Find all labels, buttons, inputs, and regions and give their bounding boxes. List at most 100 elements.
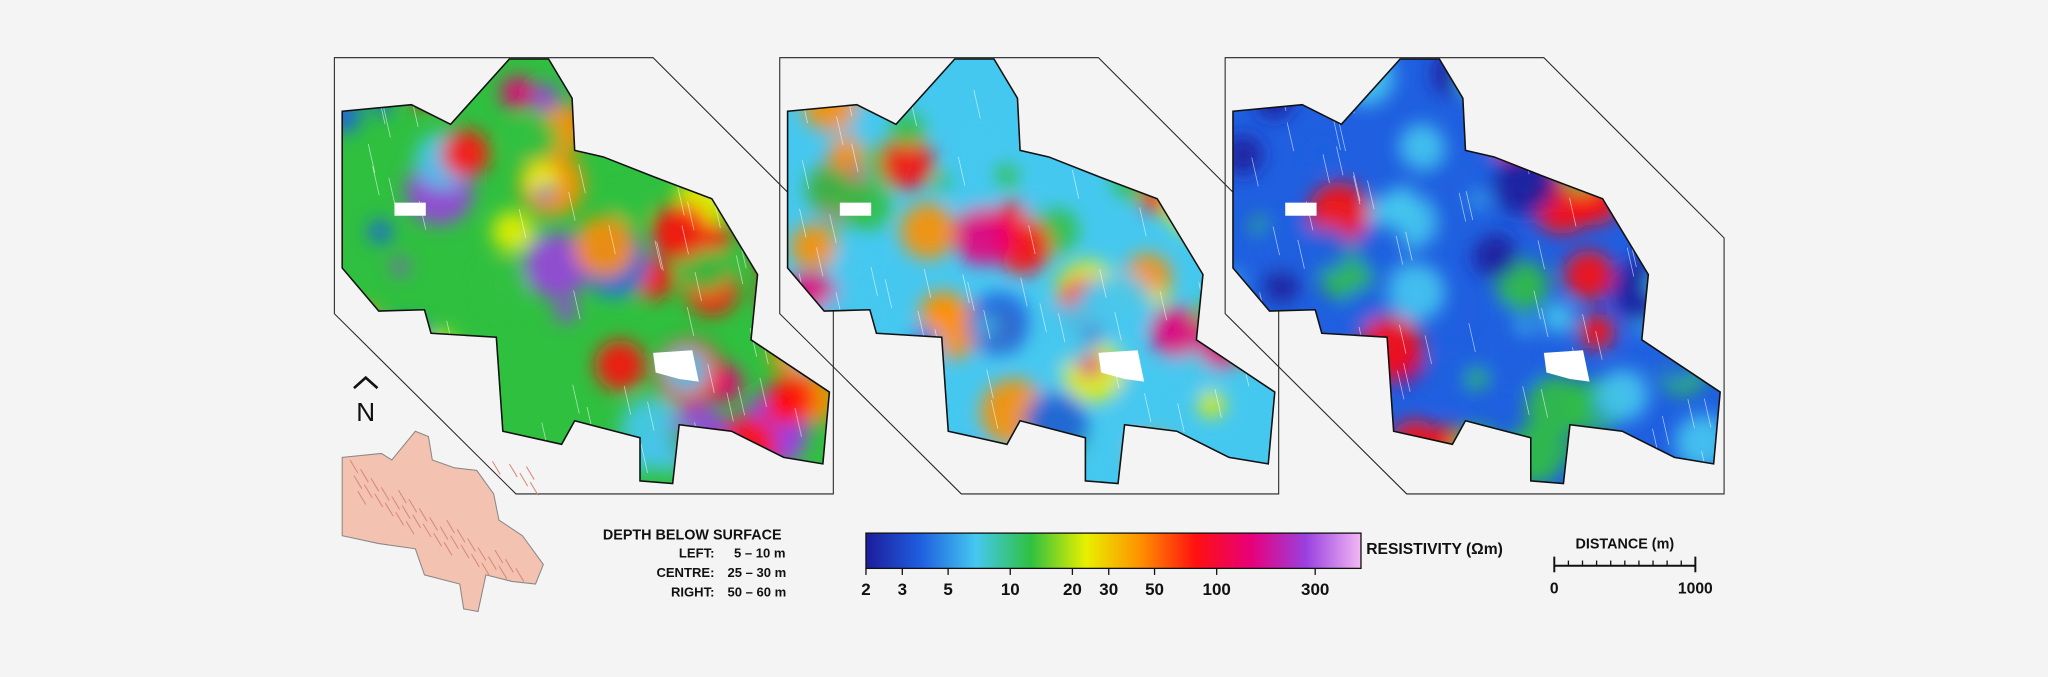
plan-line <box>471 553 480 568</box>
survey-line <box>1607 183 1616 213</box>
map-blob <box>1653 99 1682 128</box>
survey-line <box>469 403 477 433</box>
plan-line <box>446 519 455 534</box>
map-blob <box>578 97 605 125</box>
survey-line <box>709 446 718 475</box>
map-blob <box>669 427 694 453</box>
map-blob <box>1129 434 1175 481</box>
map-blob <box>481 260 529 309</box>
plan-line <box>505 558 514 573</box>
map-blob <box>950 174 987 211</box>
map-blob <box>1292 457 1314 479</box>
survey-line <box>1333 121 1341 151</box>
survey-line <box>471 412 479 442</box>
survey-line <box>1465 191 1474 221</box>
survey-line <box>870 266 878 296</box>
survey-line <box>1207 246 1215 275</box>
map-blob <box>1164 167 1232 236</box>
colorbar-tick-label: 3 <box>898 580 907 599</box>
survey-line <box>383 108 391 138</box>
survey-line <box>1272 226 1280 256</box>
map-panel <box>1224 57 1725 495</box>
map-blob <box>1305 370 1362 427</box>
map-blob <box>1398 123 1445 170</box>
plan-line <box>508 463 518 478</box>
plan-line <box>353 475 363 489</box>
plan-line <box>460 544 470 559</box>
map-blob <box>953 207 1011 265</box>
survey-line <box>1687 399 1695 429</box>
survey-line <box>1050 126 1059 156</box>
map-blob <box>1327 395 1365 433</box>
survey-line <box>1218 314 1226 344</box>
survey-line <box>1209 97 1218 127</box>
map-blob <box>1294 356 1327 389</box>
survey-line <box>794 407 802 437</box>
map-blob <box>1623 112 1678 167</box>
map-blob <box>976 316 995 335</box>
map-blob <box>441 129 490 178</box>
map-blob <box>1503 58 1541 78</box>
map-blob <box>706 167 724 185</box>
map-blob <box>1466 368 1488 390</box>
survey-line <box>623 386 632 415</box>
map-blob <box>1691 321 1721 361</box>
plan-line <box>477 547 487 561</box>
scale-bar: DISTANCE (m) 0 1000 <box>1550 537 1713 598</box>
plan-line <box>395 511 405 526</box>
survey-line <box>1522 386 1530 416</box>
map-blob <box>426 350 457 382</box>
depth-row-label: CENTRE: <box>656 565 714 580</box>
map-blob <box>1596 369 1649 422</box>
map-blob <box>1355 221 1408 275</box>
survey-line <box>730 118 738 148</box>
survey-line <box>1353 175 1361 205</box>
survey-line <box>1537 240 1545 270</box>
map-blob <box>1149 306 1201 358</box>
survey-line <box>1214 388 1222 418</box>
map-blob <box>1209 284 1234 309</box>
survey-line <box>726 392 734 422</box>
map-blob <box>770 64 805 100</box>
map-blob <box>1646 272 1671 297</box>
map-blob <box>392 258 409 275</box>
map-blob <box>1472 233 1518 279</box>
survey-line <box>734 198 743 228</box>
map-blob <box>936 444 991 484</box>
survey-line <box>1338 122 1346 152</box>
map-blob <box>1326 454 1347 476</box>
survey-line <box>584 124 593 154</box>
survey-line <box>1139 207 1147 237</box>
survey-line <box>1396 370 1405 400</box>
map-blob <box>1504 425 1565 484</box>
survey-line <box>1395 235 1404 265</box>
map-blob <box>740 188 765 212</box>
map-blob <box>1034 302 1097 366</box>
survey-line <box>1249 330 1257 360</box>
map-blob <box>1309 140 1333 164</box>
map-blob <box>1690 225 1721 261</box>
map-blob <box>1541 301 1575 334</box>
colorbar-tick-label: 5 <box>943 580 952 599</box>
map-blob <box>1600 104 1664 168</box>
map-blob <box>1673 212 1700 239</box>
map-blob <box>594 340 646 391</box>
map-blob <box>1084 328 1102 346</box>
survey-line <box>647 401 655 431</box>
survey-line <box>1624 148 1632 178</box>
survey-line <box>1458 192 1467 222</box>
map-blob <box>688 431 706 450</box>
map-blob <box>1232 135 1263 175</box>
survey-line <box>1399 324 1407 354</box>
depth-row-label: RIGHT: <box>671 585 714 600</box>
survey-line <box>1569 197 1577 227</box>
map-blob <box>1387 263 1446 322</box>
map-blob <box>694 58 726 86</box>
survey-line <box>816 247 824 277</box>
map-blob <box>1285 425 1323 463</box>
survey-line <box>640 444 648 474</box>
survey-line <box>726 82 735 112</box>
map-blob <box>816 293 872 349</box>
map-blob <box>756 141 792 177</box>
map-blob <box>1598 118 1646 165</box>
